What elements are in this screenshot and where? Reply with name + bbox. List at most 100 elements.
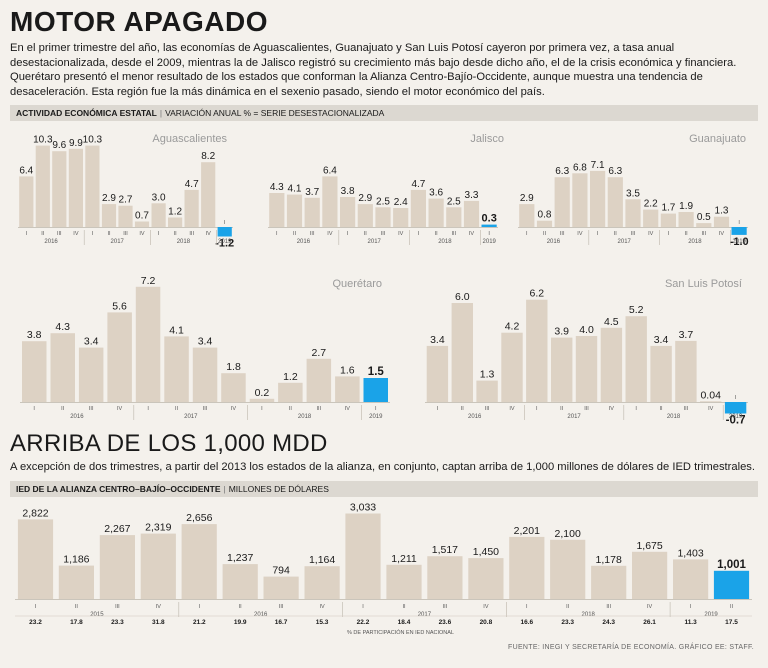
data-label: 4.7 [411,179,425,190]
data-label: 4.2 [505,321,520,333]
tick-label: IV [509,406,515,412]
data-label: 4.7 [185,179,199,190]
tick-label: II [543,231,547,237]
share-value: 18.4 [398,619,411,626]
bar [463,200,480,227]
bar [222,564,258,599]
bar [393,208,409,227]
data-label: 3.7 [679,329,694,341]
tick-label: III [189,231,194,237]
tick-label: IV [319,604,325,610]
bar [713,570,750,599]
bar [135,286,161,402]
data-label: 4.3 [55,321,70,333]
bar [519,204,535,227]
tick-label: I [224,220,226,226]
data-label: 2.5 [376,196,390,207]
bar [35,145,50,227]
section-header-bold: IED DE LA ALIANZA CENTRO–BAJÍO–OCCIDENTE [16,484,221,494]
bar [304,197,320,227]
tick-label: IV [156,604,162,610]
share-value: 17.8 [70,619,83,626]
data-label: 0.8 [538,210,552,221]
bar [168,217,183,227]
tick-label: I [26,231,28,237]
data-label: 3,033 [350,502,376,514]
tick-label: II [560,406,564,412]
data-label: 6.0 [455,291,470,303]
data-label: 2,201 [514,525,540,537]
data-label: 4.3 [270,182,284,193]
data-label: 2.7 [119,195,133,206]
data-label: 2.5 [447,196,461,207]
tick-label: II [107,231,111,237]
tick-label: III [123,231,128,237]
data-label: 794 [272,565,290,577]
tick-label: I [437,406,439,412]
bar [731,227,747,235]
bar [286,194,303,227]
tick-label: II [75,604,79,610]
data-label: 1,517 [432,544,458,556]
bar [322,176,338,227]
data-label: 6.4 [323,165,337,176]
tick-label: IV [577,231,583,237]
bar [19,176,34,227]
share-value: 16.7 [275,619,288,626]
data-label: -1.2 [215,238,234,250]
tick-label: III [560,231,565,237]
data-label: -0.7 [726,415,746,427]
bar [590,170,606,227]
data-label: 8.2 [201,151,215,162]
year-label: 2016 [297,239,311,245]
data-label: 1.3 [715,206,729,217]
data-label: 1,186 [63,554,89,566]
tick-label: IV [206,231,212,237]
year-label: 2017 [368,239,382,245]
bar [724,402,747,414]
bar [52,151,67,227]
data-label: 4.5 [604,316,619,328]
data-label: 1.7 [661,203,675,214]
bar [481,224,497,227]
tick-label: I [362,604,364,610]
bar [107,312,132,402]
data-label: 1.2 [168,207,182,218]
tick-label: III [115,604,120,610]
bar [78,347,104,402]
tick-label: I [488,231,490,237]
bar [249,398,275,402]
share-caption: % DE PARTICIPACIÓN EN IED NACIONAL [347,629,454,636]
tick-label: I [597,231,599,237]
year-label: 2018 [438,239,452,245]
tick-label: II [435,231,439,237]
data-label: 7.2 [141,275,156,287]
bar [269,193,285,227]
data-label: 1,237 [227,552,253,564]
tick-label: IV [327,231,333,237]
tick-label: II [614,231,618,237]
tick-label: IV [708,406,714,412]
data-label: 6.8 [573,162,587,173]
share-value: 26.1 [643,619,656,626]
share-value: 20.8 [480,619,493,626]
year-label: 2018 [298,414,312,420]
tick-label: I [147,406,149,412]
data-label: 5.2 [629,304,644,316]
data-label: 2,100 [555,528,581,540]
bar [696,223,712,228]
bar [551,337,573,402]
bar [58,565,94,599]
bar [278,382,303,402]
year-label: 2018 [177,239,191,245]
data-label: 0.5 [697,212,711,223]
data-label: 6.3 [608,166,622,177]
data-label: 4.1 [169,324,184,336]
tick-label: III [452,231,457,237]
data-label: 3.4 [84,336,99,348]
bar [192,347,218,402]
year-label: 2019 [218,239,232,245]
year-label: 2016 [44,239,58,245]
tick-label: I [536,406,538,412]
